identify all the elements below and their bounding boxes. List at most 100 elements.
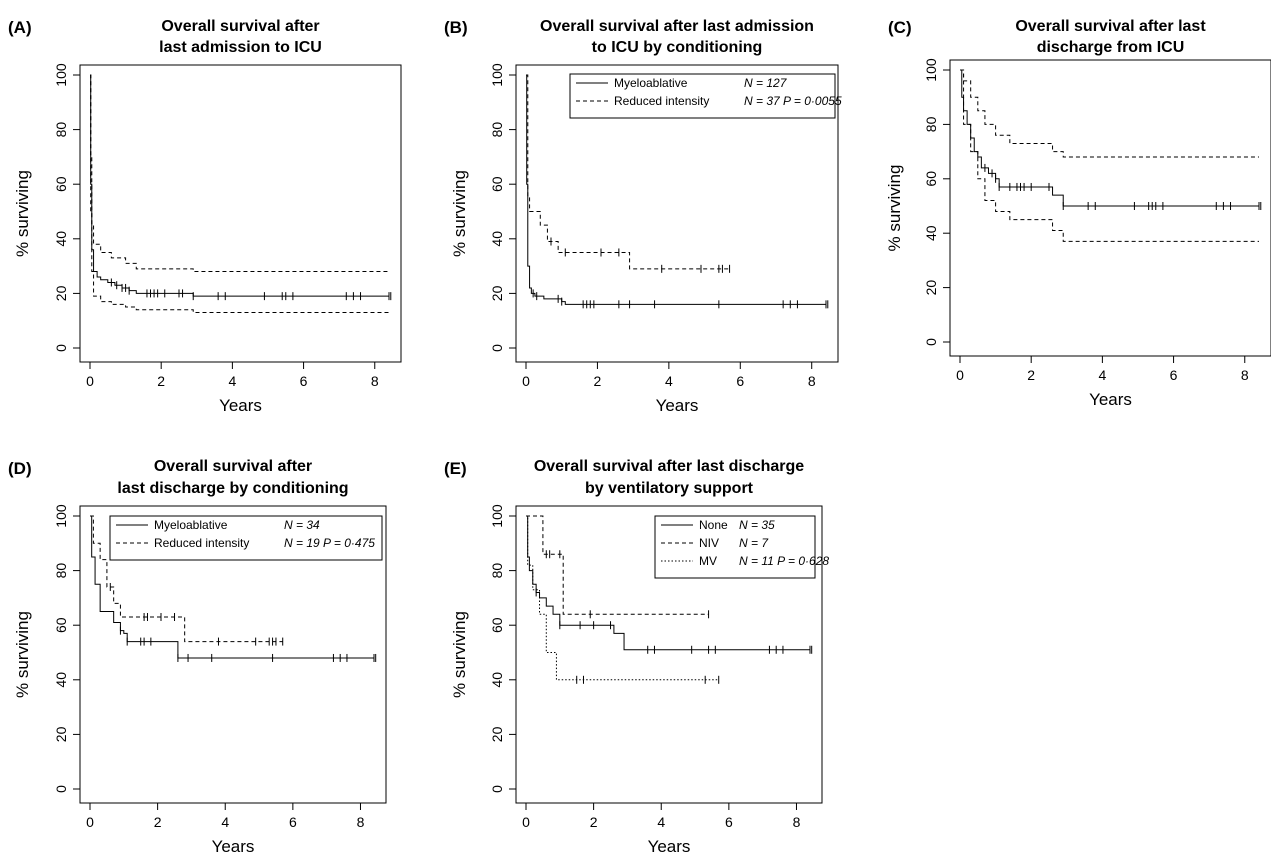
y-tick-label: 100 [53,504,69,528]
y-tick-label: 20 [489,726,505,742]
panel-letter: (E) [444,459,467,478]
y-tick-label: 0 [489,785,505,793]
chart-title-line: discharge from ICU [1037,39,1185,56]
x-tick-label: 8 [371,373,379,389]
legend-stat: N = 34 [284,518,320,532]
x-tick-label: 6 [736,373,744,389]
x-tick-label: 2 [590,814,598,830]
y-tick-label: 0 [923,338,939,346]
x-axis-label: Years [219,396,262,415]
legend-stat: N = 19 P = 0·475 [284,536,375,550]
chart-title-line: by ventilatory support [585,480,754,497]
y-tick-label: 40 [53,231,69,247]
chart-title-line: last admission to ICU [159,39,322,56]
x-tick-label: 8 [793,814,801,830]
x-tick-label: 0 [522,373,530,389]
chart-title-line: Overall survival after [161,18,319,35]
chart-panel: (D) Overall survival after last discharge … [8,458,387,856]
legend-box [109,515,383,561]
chart-title-line: Overall survival after last admission [540,18,814,35]
plot-frame [949,59,1271,357]
y-tick-label: 80 [923,116,939,132]
chart-panel: (A) Overall survival after last admission … [8,18,402,415]
y-tick-label: 60 [489,617,505,633]
y-tick-label: 100 [489,504,505,528]
survival-curve [526,74,730,270]
chart-title-line: last discharge by conditioning [117,480,348,497]
y-tick-label: 100 [489,63,505,87]
x-tick-label: 2 [157,373,165,389]
chart-title-line: to ICU by conditioning [592,39,763,56]
chart-panel: (C) Overall survival after last discharge … [885,18,1271,409]
legend-stat: N = 127 [744,76,788,90]
legend-label: Myeloablative [154,518,228,532]
legend-label: None [699,518,728,532]
y-axis-label: % surviving [13,611,32,698]
chart-panel: (E) Overall survival after last discharge… [444,458,829,856]
y-tick-label: 40 [53,672,69,688]
survival-curve [960,69,1259,207]
x-axis-label: Years [1089,390,1132,409]
legend-stat: N = 11 P = 0·628 [739,554,829,568]
x-tick-label: 8 [1241,367,1249,383]
plot-frame [79,505,387,804]
plot-frame [515,64,839,363]
legend-box [654,515,816,579]
x-tick-label: 2 [154,814,162,830]
y-tick-label: 100 [923,58,939,82]
y-axis-label: % surviving [450,170,469,257]
x-tick-label: 8 [808,373,816,389]
x-tick-label: 4 [665,373,673,389]
y-tick-label: 40 [923,225,939,241]
y-tick-label: 0 [489,344,505,352]
survival-curve [90,74,389,314]
legend-stat: N = 37 P = 0·0055 [744,94,842,108]
survival-curve [90,74,389,273]
y-axis-label: % surviving [13,170,32,257]
survival-curve [90,74,389,297]
x-axis-label: Years [212,837,255,856]
panel-letter: (B) [444,18,468,37]
x-tick-label: 0 [522,814,530,830]
legend-box [569,73,836,119]
survival-curve [960,69,1259,158]
x-tick-label: 4 [657,814,665,830]
x-tick-label: 4 [228,373,236,389]
y-tick-label: 20 [923,280,939,296]
x-tick-label: 0 [956,367,964,383]
y-tick-label: 60 [53,176,69,192]
x-tick-label: 8 [357,814,365,830]
y-tick-label: 60 [53,617,69,633]
legend-label: Reduced intensity [154,536,249,550]
y-tick-label: 80 [53,563,69,579]
x-axis-label: Years [656,396,699,415]
survival-curve [526,515,719,681]
y-tick-label: 0 [53,344,69,352]
chart-panel: (B) Overall survival after last admission… [444,18,842,415]
legend-stat: N = 7 [739,536,769,550]
y-tick-label: 80 [53,122,69,138]
x-tick-label: 2 [594,373,602,389]
x-tick-label: 6 [289,814,297,830]
x-tick-label: 4 [1098,367,1106,383]
survival-curve [526,515,810,651]
y-tick-label: 80 [489,122,505,138]
legend-label: Myeloablative [614,76,688,90]
x-tick-label: 6 [725,814,733,830]
legend-label: NIV [699,536,719,550]
x-tick-label: 6 [300,373,308,389]
survival-curve [526,515,709,615]
x-tick-label: 2 [1027,367,1035,383]
plot-frame [515,505,823,804]
y-tick-label: 40 [489,672,505,688]
panel-letter: (C) [888,18,912,37]
survival-curve [960,69,1259,242]
y-tick-label: 0 [53,785,69,793]
panel-letter: (A) [8,18,32,37]
y-axis-label: % surviving [885,165,904,252]
chart-title-line: Overall survival after [154,458,312,475]
panel-letter: (D) [8,459,32,478]
y-tick-label: 20 [489,285,505,301]
y-axis-label: % surviving [450,611,469,698]
